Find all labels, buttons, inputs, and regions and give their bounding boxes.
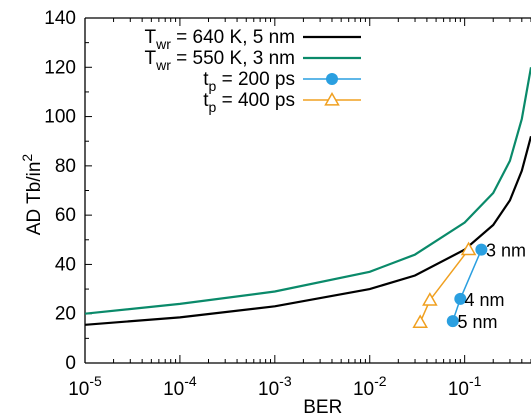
data-point (422, 292, 438, 306)
legend-label: Twr = 640 K, 5 nm (145, 27, 296, 52)
x-tick-label: 10-2 (353, 373, 387, 400)
data-point (412, 314, 428, 328)
series-line-0 (85, 136, 531, 326)
y-tick-label: 0 (65, 353, 76, 374)
legend-label: Twr = 550 K, 3 nm (145, 48, 296, 73)
annotation-label: 3 nm (486, 241, 526, 261)
legend-label: tp = 200 ps (203, 69, 295, 94)
annotation-label: 5 nm (457, 312, 497, 332)
y-tick-label: 20 (55, 304, 76, 325)
y-tick-label: 120 (44, 57, 76, 78)
legend-label: tp = 400 ps (203, 90, 295, 115)
x-tick-label: 10-3 (258, 373, 292, 400)
data-point (460, 241, 477, 256)
x-tick-label: 10-1 (448, 373, 482, 400)
x-tick-label: 10-4 (163, 373, 197, 400)
y-axis-label: AD Tb/in2 (19, 154, 45, 236)
data-point (446, 315, 459, 328)
x-tick-label: 10-5 (68, 373, 102, 400)
y-tick-label: 100 (44, 107, 76, 128)
x-axis-label: BER (303, 397, 342, 414)
y-tick-label: 40 (55, 254, 76, 275)
data-point (454, 292, 467, 305)
data-point (475, 243, 488, 256)
y-tick-label: 140 (44, 8, 76, 29)
series-line-1 (85, 67, 531, 315)
y-tick-label: 60 (55, 205, 76, 226)
legend-marker (324, 91, 340, 106)
series-line-2 (452, 249, 483, 322)
y-tick-label: 80 (55, 156, 76, 177)
annotation-label: 4 nm (465, 290, 505, 310)
legend-marker (326, 73, 338, 85)
plot-area (85, 67, 531, 328)
